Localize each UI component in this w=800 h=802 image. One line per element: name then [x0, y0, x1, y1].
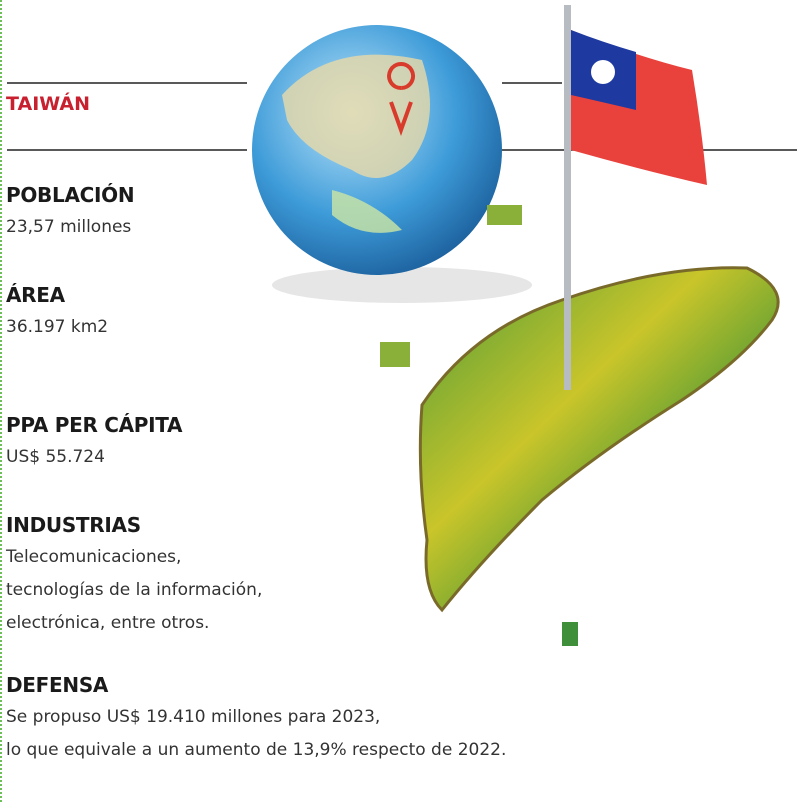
- section-heading: PPA PER CÁPITA: [6, 413, 183, 437]
- section-text: 36.197 km2: [6, 317, 109, 337]
- section-text: electrónica, entre otros.: [6, 613, 210, 633]
- flagpole: [564, 5, 571, 390]
- section-heading: POBLACIÓN: [6, 183, 135, 207]
- flag-sun: [591, 60, 615, 84]
- islet: [562, 622, 578, 646]
- section-heading: ÁREA: [6, 283, 65, 307]
- shadow: [272, 267, 532, 303]
- section-text: 23,57 millones: [6, 217, 132, 237]
- section-text: tecnologías de la información,: [6, 580, 263, 600]
- pin: [387, 62, 416, 136]
- section-heading: INDUSTRIAS: [6, 513, 141, 537]
- section-heading: DEFENSA: [6, 673, 109, 697]
- section-text: Se propuso US$ 19.410 millones para 2023…: [6, 707, 381, 727]
- section-text: Telecomunicaciones,: [6, 547, 182, 567]
- islet: [487, 205, 522, 225]
- island: [418, 266, 780, 613]
- section-text: US$ 55.724: [6, 447, 105, 467]
- title: TAIWÁN: [6, 93, 90, 115]
- islet: [380, 342, 410, 367]
- continent: [332, 190, 402, 233]
- section-text: lo que equivale a un aumento de 13,9% re…: [6, 740, 507, 760]
